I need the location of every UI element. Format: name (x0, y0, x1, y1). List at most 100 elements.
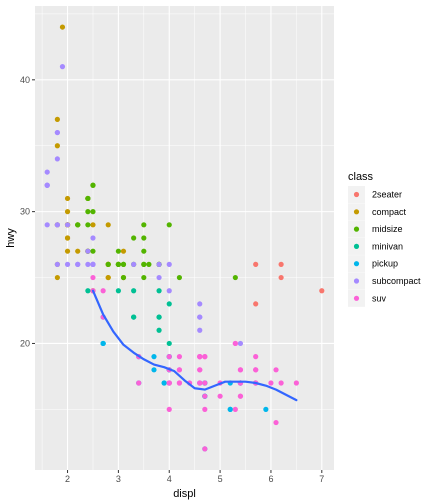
legend-label: compact (372, 207, 407, 217)
data-point (156, 274, 162, 281)
data-point (85, 261, 91, 267)
legend-key-dot (353, 209, 360, 215)
legend-label: pickup (372, 259, 398, 269)
data-point (197, 301, 203, 307)
plot-panel (35, 6, 334, 470)
data-point (105, 222, 111, 228)
legend-key-dot (353, 261, 360, 267)
x-tick-label: 5 (218, 474, 223, 484)
data-point (90, 274, 96, 281)
data-point (278, 274, 284, 281)
legend-key-dot (353, 191, 360, 198)
data-point (75, 261, 81, 267)
data-point (131, 314, 137, 320)
legend-item-subcompact: subcompact (348, 272, 421, 290)
data-point (90, 261, 96, 267)
data-point (232, 406, 238, 412)
data-point (44, 222, 50, 228)
data-point (64, 222, 71, 228)
y-tick-labels: 20 30 40 (20, 75, 30, 349)
data-point (64, 235, 71, 241)
data-point (197, 327, 203, 333)
legend-title: class (348, 171, 374, 183)
data-point (146, 261, 152, 267)
data-point (166, 222, 172, 228)
data-point (54, 116, 60, 122)
data-point (131, 261, 137, 267)
y-tick-label: 40 (20, 75, 30, 85)
data-point (156, 288, 162, 294)
legend-item-minivan: minivan (348, 237, 403, 255)
data-point (227, 406, 233, 412)
data-point (75, 248, 81, 254)
data-point (237, 340, 244, 347)
legend-label: suv (372, 293, 387, 303)
legend-items: 2seater compact midsize minivan pickup subcom… (348, 186, 421, 307)
legend-item-2seater: 2seater (348, 186, 402, 203)
data-point (253, 301, 259, 307)
data-point (90, 222, 96, 228)
data-point (141, 222, 147, 228)
data-point (202, 380, 208, 386)
y-tick-label: 20 (20, 338, 30, 348)
legend-key-dot (353, 243, 360, 249)
data-point (176, 367, 183, 373)
legend-item-suv: suv (348, 289, 387, 307)
data-point (253, 354, 259, 360)
data-point (75, 222, 81, 228)
data-point (141, 261, 147, 267)
data-point (64, 209, 71, 215)
data-point (278, 261, 284, 267)
data-point (166, 340, 172, 347)
data-point (115, 261, 121, 267)
data-point (54, 156, 60, 162)
data-point (156, 261, 162, 267)
data-point (54, 129, 60, 136)
data-point (202, 406, 208, 412)
data-point (293, 380, 299, 386)
data-point (253, 261, 259, 267)
data-point (278, 380, 284, 386)
data-point (54, 261, 60, 267)
data-point (156, 327, 162, 333)
data-point (166, 261, 172, 267)
data-point (120, 248, 127, 254)
data-point (44, 182, 50, 188)
x-tick-label: 2 (65, 474, 70, 484)
legend-key-dot (353, 278, 360, 284)
data-point (237, 393, 244, 399)
data-point (85, 288, 91, 294)
data-point (202, 354, 208, 360)
x-tick-label: 4 (167, 474, 172, 484)
smooth-layer (91, 289, 298, 402)
data-point (161, 380, 167, 386)
data-point (151, 367, 157, 373)
data-point (54, 222, 60, 228)
data-point (273, 419, 279, 426)
data-point (85, 209, 91, 215)
data-point (166, 406, 172, 412)
data-point (90, 182, 96, 188)
data-point (166, 354, 172, 360)
x-tick-labels: 2 3 4 5 6 7 (65, 474, 324, 484)
data-point (202, 393, 208, 399)
y-axis-title: hwy (5, 228, 17, 248)
data-point (202, 446, 208, 452)
data-point (237, 367, 244, 373)
data-point (131, 288, 137, 294)
legend-item-compact: compact (348, 203, 407, 221)
data-point (151, 354, 157, 360)
data-point (136, 380, 142, 386)
data-point (64, 261, 71, 267)
data-point (59, 64, 66, 70)
data-point (100, 288, 106, 294)
data-point (319, 288, 325, 294)
series-subcompact (44, 64, 244, 347)
data-point (166, 288, 172, 294)
data-point (217, 393, 223, 399)
series-suv (90, 274, 299, 452)
legend-label: midsize (372, 224, 403, 234)
data-point (120, 261, 127, 267)
